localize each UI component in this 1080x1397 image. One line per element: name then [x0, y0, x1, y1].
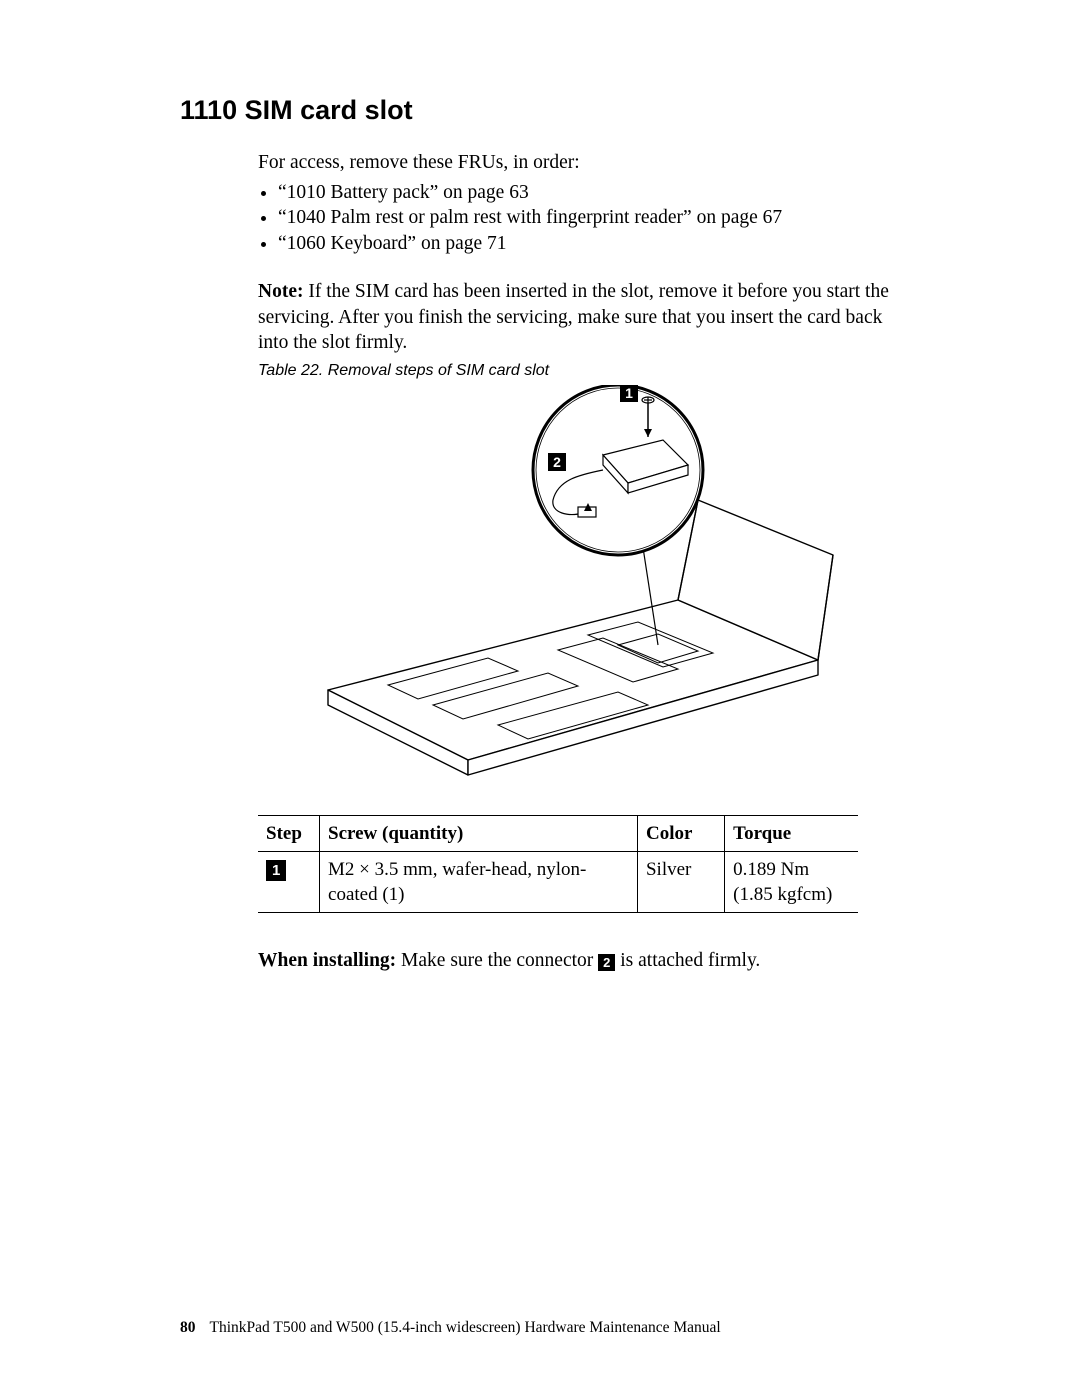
page: 1110 SIM card slot For access, remove th…: [0, 0, 1080, 1397]
list-item: “1010 Battery pack” on page 63: [278, 180, 898, 206]
td-torque: 0.189 Nm (1.85 kgfcm): [725, 852, 858, 913]
screw-table: Step Screw (quantity) Color Torque 1 M2 …: [258, 815, 858, 913]
torque-line1: 0.189 Nm: [733, 859, 809, 880]
removal-figure: 1 2: [258, 385, 858, 785]
install-before: Make sure the connector: [396, 950, 598, 971]
install-paragraph: When installing: Make sure the connector…: [258, 947, 898, 974]
page-number: 80: [180, 1319, 196, 1336]
note-text: If the SIM card has been inserted in the…: [258, 281, 889, 353]
intro-paragraph: For access, remove these FRUs, in order:: [258, 150, 898, 176]
laptop-diagram-svg: 1 2: [258, 385, 858, 785]
table-header-row: Step Screw (quantity) Color Torque: [258, 816, 858, 852]
torque-line2: (1.85 kgfcm): [733, 884, 832, 905]
section-heading: 1110 SIM card slot: [180, 95, 900, 126]
list-item: “1040 Palm rest or palm rest with finger…: [278, 205, 898, 231]
page-footer: 80 ThinkPad T500 and W500 (15.4-inch wide…: [180, 1319, 721, 1337]
td-step: 1: [258, 852, 320, 913]
body-column: For access, remove these FRUs, in order:…: [258, 150, 898, 975]
step-callout-1: 1: [266, 860, 286, 881]
th-step: Step: [258, 816, 320, 852]
table-row: 1 M2 × 3.5 mm, wafer-head, nylon-coated …: [258, 852, 858, 913]
figure-callout-2: 2: [553, 454, 561, 470]
table-caption: Table 22. Removal steps of SIM card slot: [258, 360, 898, 381]
th-color: Color: [637, 816, 724, 852]
td-screw: M2 × 3.5 mm, wafer-head, nylon-coated (1…: [320, 852, 638, 913]
install-after: is attached firmly.: [615, 950, 760, 971]
th-screw: Screw (quantity): [320, 816, 638, 852]
figure-callout-1: 1: [625, 385, 633, 401]
td-color: Silver: [637, 852, 724, 913]
th-torque: Torque: [725, 816, 858, 852]
note-label: Note:: [258, 281, 303, 302]
install-label: When installing:: [258, 950, 396, 971]
manual-title: ThinkPad T500 and W500 (15.4-inch widesc…: [210, 1319, 721, 1336]
fru-prereq-list: “1010 Battery pack” on page 63 “1040 Pal…: [258, 180, 898, 257]
list-item: “1060 Keyboard” on page 71: [278, 231, 898, 257]
note-paragraph: Note: If the SIM card has been inserted …: [258, 279, 898, 356]
inline-callout-2: 2: [598, 954, 615, 971]
